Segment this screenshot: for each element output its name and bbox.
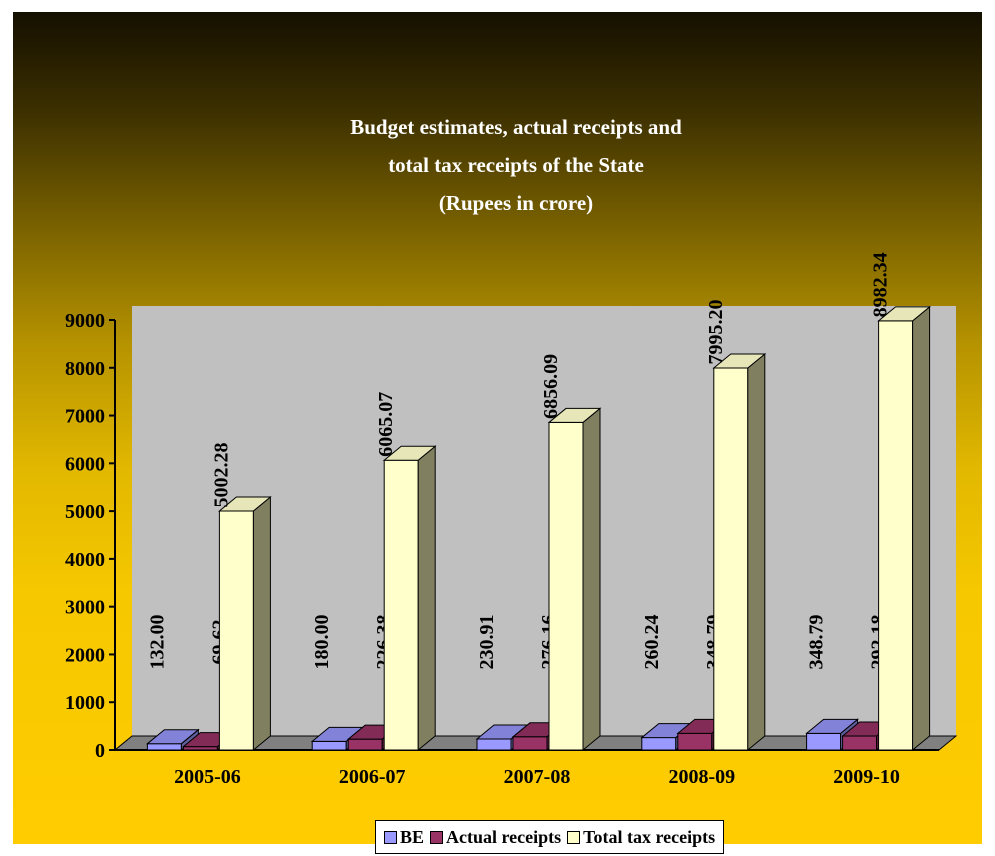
bar-total-tax-receipts-top: [218, 496, 272, 512]
legend-item-be: BE: [384, 827, 424, 848]
y-tick-label: 2000: [65, 644, 105, 666]
y-tick-label: 1000: [65, 692, 105, 714]
y-tick-label: 7000: [65, 406, 105, 428]
bar-total-tax-receipts-side: [417, 445, 436, 752]
x-category-label: 2006-07: [339, 766, 406, 788]
data-label-be: 348.79: [806, 615, 828, 670]
bar-actual-receipts-front: [842, 735, 878, 751]
bar-total-tax-receipts-side: [747, 352, 766, 752]
bar-actual-receipts-front: [512, 736, 548, 751]
y-tick-label: 9000: [65, 310, 105, 332]
data-label-be: 230.91: [476, 615, 498, 670]
y-tick-label: 4000: [65, 549, 105, 571]
data-label-total-tax-receipts: 6856.09: [540, 354, 562, 419]
bar-total-tax-receipts-side: [252, 495, 271, 752]
bar-total-tax-receipts-front: [713, 367, 749, 751]
chart-frame: Budget estimates, actual receipts and to…: [13, 12, 982, 854]
bar-actual-receipts-front: [677, 732, 713, 751]
legend-item-total-tax-receipts: Total tax receipts: [567, 827, 715, 848]
data-label-be: 180.00: [311, 615, 333, 670]
legend-swatch-total-tax-receipts: [567, 830, 581, 844]
y-tick-label: 3000: [65, 597, 105, 619]
bar-be-front: [806, 732, 842, 751]
legend-label-actual-receipts: Actual receipts: [446, 826, 562, 847]
plot-area: 0 1000 2000 3000 4000 5000 6000 7000 8000 9000 132…: [65, 252, 958, 788]
x-category-label: 2005-06: [174, 766, 241, 788]
bar-total-tax-receipts-top: [712, 353, 767, 369]
legend-label-be: BE: [400, 826, 425, 847]
data-label-total-tax-receipts: 7995.20: [705, 300, 727, 365]
legend-swatch-actual-receipts: [430, 830, 444, 844]
chart-title-line-1: Budget estimates, actual receipts and: [350, 115, 682, 139]
x-category-label: 2007-08: [504, 766, 571, 788]
bar-chart: Budget estimates, actual receipts and to…: [65, 115, 958, 788]
bar-total-tax-receipts-front: [878, 320, 914, 751]
bar-total-tax-receipts-side: [582, 407, 601, 752]
legend-item-actual-receipts: Actual receipts: [430, 827, 561, 848]
y-tick-label: 6000: [65, 453, 105, 475]
data-label-be: 260.24: [641, 615, 663, 670]
bar-total-tax-receipts-front: [218, 510, 254, 751]
bar-total-tax-receipts-top: [877, 306, 931, 322]
bar-be-front: [311, 740, 347, 751]
chart-title-line-3: (Rupees in crore): [439, 191, 593, 215]
bar-total-tax-receipts-top: [547, 407, 602, 423]
bar-be-front: [146, 743, 182, 751]
legend-label-total-tax-receipts: Total tax receipts: [583, 826, 716, 847]
bar-actual-receipts-front: [347, 738, 383, 751]
y-tick-label: 5000: [65, 501, 105, 523]
bar-total-tax-receipts-front: [383, 459, 419, 751]
y-tick-label: 0: [95, 740, 105, 762]
bar-total-tax-receipts-side: [912, 305, 931, 752]
bar-total-tax-receipts-front: [548, 421, 584, 751]
bar-total-tax-receipts-top: [382, 445, 437, 461]
bar-be-top: [146, 729, 200, 745]
legend: BE Actual receipts Total tax receipts: [375, 820, 725, 854]
data-label-total-tax-receipts: 6065.07: [375, 392, 397, 457]
chart-title-line-2: total tax receipts of the State: [388, 153, 644, 177]
bar-be-front: [641, 737, 677, 751]
data-label-be: 132.00: [146, 615, 168, 670]
data-label-total-tax-receipts: 8982.34: [870, 252, 892, 317]
bar-be-top: [805, 718, 859, 734]
x-category-label: 2008-09: [668, 766, 735, 788]
legend-swatch-be: [384, 830, 397, 844]
y-tick-label: 8000: [65, 358, 105, 380]
bar-be-front: [476, 738, 512, 751]
x-category-label: 2009-10: [833, 766, 900, 788]
data-label-total-tax-receipts: 5002.28: [210, 443, 232, 508]
